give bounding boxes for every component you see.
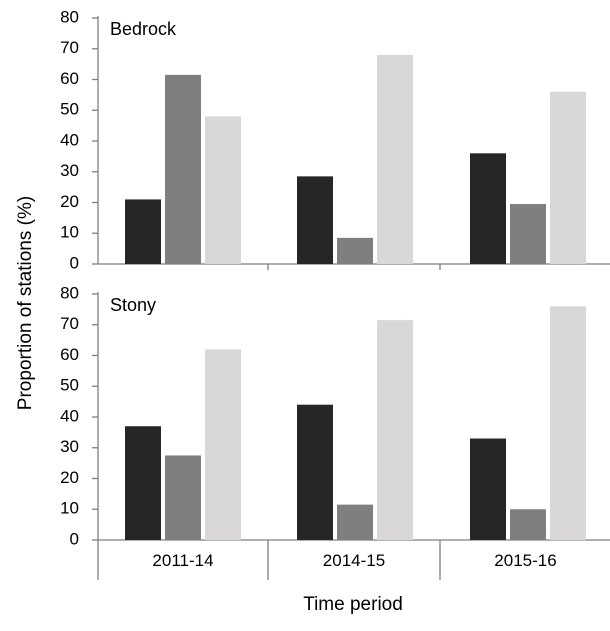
- y-tick-label: 0: [70, 253, 79, 272]
- y-tick-label: 10: [60, 499, 79, 518]
- y-tick-label: 70: [60, 314, 79, 333]
- bar-2011-14-series-2: [165, 455, 201, 540]
- y-tick-label: 60: [60, 69, 79, 88]
- y-tick-label: 50: [60, 376, 79, 395]
- y-tick-label: 70: [60, 38, 79, 57]
- bar-2014-15-series-1: [297, 404, 333, 540]
- bar-2014-15-series-2: [337, 237, 373, 264]
- y-tick-label: 80: [60, 7, 79, 26]
- y-tick-label: 0: [70, 529, 79, 548]
- y-tick-label: 20: [60, 468, 79, 487]
- y-tick-label: 30: [60, 437, 79, 456]
- x-tick-label: 2011-14: [152, 551, 213, 570]
- bar-2015-16-series-3: [550, 91, 586, 264]
- bar-2011-14-series-1: [125, 426, 161, 540]
- bar-2015-16-series-2: [510, 204, 546, 264]
- x-axis-label: Time period: [303, 594, 403, 615]
- y-tick-label: 40: [60, 406, 79, 425]
- y-tick-label: 80: [60, 283, 79, 302]
- bar-2015-16-series-1: [470, 153, 506, 264]
- category-axis: 2011-14 2014-15 2015-16: [97, 540, 557, 580]
- bar-2014-15-series-1: [297, 176, 333, 264]
- y-tick-label: 50: [60, 100, 79, 119]
- bar-2011-14-series-1: [125, 199, 161, 264]
- y-axis-label: Proportion of stations (%): [15, 196, 36, 410]
- bar-2014-15-series-3: [377, 320, 413, 540]
- y-tick-label: 60: [60, 345, 79, 364]
- bar-2011-14-series-3: [205, 349, 241, 540]
- bar-2014-15-series-2: [337, 504, 373, 540]
- y-tick-label: 20: [60, 192, 79, 211]
- panel-stony: 0 10 20 30 40 50 60 70 80 Stony: [60, 283, 610, 548]
- panel-bedrock: 0 10 20 30 40 50 60 70 80 Bedrock: [60, 7, 610, 272]
- chart-panels: 0 10 20 30 40 50 60 70 80 Bedrock 0 10 20 30 40 50 60 70 8…: [60, 7, 610, 548]
- bar-2015-16-series-3: [550, 306, 586, 540]
- x-tick-label: 2015-16: [494, 551, 556, 570]
- bar-2011-14-series-2: [165, 74, 201, 264]
- y-tick-label: 40: [60, 130, 79, 149]
- bar-2015-16-series-2: [510, 509, 546, 540]
- panel-label: Stony: [110, 295, 156, 315]
- bar-2015-16-series-1: [470, 438, 506, 540]
- y-tick-label: 30: [60, 161, 79, 180]
- y-tick-label: 10: [60, 223, 79, 242]
- x-tick-label: 2014-15: [323, 551, 385, 570]
- bar-2014-15-series-3: [377, 54, 413, 265]
- bar-2011-14-series-3: [205, 116, 241, 265]
- panel-label: Bedrock: [110, 19, 177, 39]
